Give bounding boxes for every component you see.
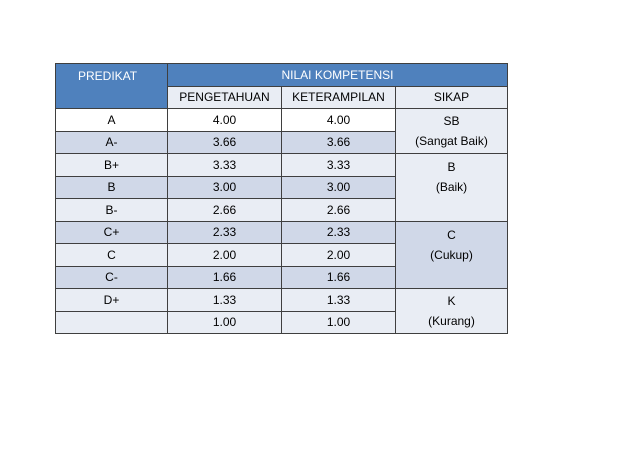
- predikat-cell: D+: [55, 288, 168, 312]
- table-row: C+ 2.33 2.33 C (Cukup): [55, 220, 508, 289]
- sikap-label: (Kurang): [428, 314, 475, 328]
- predikat-cell: C+: [55, 220, 168, 244]
- predikat-cell: B+: [55, 153, 168, 177]
- sikap-label: (Sangat Baik): [415, 134, 488, 148]
- sikap-label: (Baik): [435, 180, 468, 194]
- header-nilai-kompetensi: NILAI KOMPETENSI: [167, 63, 508, 87]
- table-row: A- 3.66 3.66: [55, 130, 508, 154]
- pengetahuan-cell: 1.66: [167, 265, 282, 289]
- keterampilan-cell: 3.33: [281, 153, 396, 177]
- keterampilan-cell: 3.66: [281, 130, 396, 154]
- keterampilan-cell: 1.00: [281, 310, 396, 334]
- predikat-cell: A-: [55, 130, 168, 154]
- predikat-cell: B-: [55, 198, 168, 222]
- sikap-code: SB: [443, 114, 460, 128]
- predikat-cell: [55, 310, 168, 334]
- header-predikat: PREDIKAT: [55, 63, 168, 109]
- sikap-code: C: [447, 227, 456, 242]
- predikat-cell: C-: [55, 265, 168, 289]
- grade-table: PREDIKAT NILAI KOMPETENSI PENGETAHUAN KE…: [55, 63, 508, 334]
- table-row: B+ 3.33 3.33 B (Baik): [55, 153, 508, 222]
- pengetahuan-cell: 2.00: [167, 243, 282, 267]
- keterampilan-cell: 2.00: [281, 243, 396, 267]
- sikap-cell-c: C (Cukup): [395, 220, 508, 289]
- pengetahuan-cell: 3.33: [167, 153, 282, 177]
- pengetahuan-cell: 3.66: [167, 130, 282, 154]
- header-keterampilan: KETERAMPILAN: [281, 85, 396, 109]
- table-row: 1.00 1.00: [55, 310, 508, 334]
- table-row: B- 2.66 2.66: [55, 198, 508, 222]
- header-row-sub: PENGETAHUAN KETERAMPILAN SIKAP: [56, 85, 508, 109]
- header-pengetahuan: PENGETAHUAN: [167, 85, 282, 109]
- table-row: D+ 1.33 1.33 K (Kurang): [55, 288, 508, 334]
- table-row: A 4.00 4.00 SB (Sangat Baik): [55, 108, 508, 154]
- table-row: C 2.00 2.00: [55, 243, 508, 267]
- keterampilan-cell: 1.66: [281, 265, 396, 289]
- pengetahuan-cell: 2.66: [167, 198, 282, 222]
- header-sikap: SIKAP: [395, 85, 508, 109]
- pengetahuan-cell: 4.00: [167, 108, 282, 132]
- sikap-code: B: [447, 160, 456, 174]
- predikat-cell: B: [55, 175, 168, 199]
- pengetahuan-cell: 1.00: [167, 310, 282, 334]
- keterampilan-cell: 1.33: [281, 288, 396, 312]
- sikap-cell-b: B (Baik): [395, 153, 508, 222]
- keterampilan-cell: 4.00: [281, 108, 396, 132]
- table-row: B 3.00 3.00: [55, 175, 508, 199]
- sikap-cell-sb: SB (Sangat Baik): [395, 108, 508, 154]
- predikat-cell: A: [55, 108, 168, 132]
- sikap-code: K: [447, 294, 456, 308]
- predikat-cell: C: [55, 243, 168, 267]
- keterampilan-cell: 3.00: [281, 175, 396, 199]
- sikap-cell-k: K (Kurang): [395, 288, 508, 334]
- header-row-top: PREDIKAT NILAI KOMPETENSI: [55, 63, 508, 109]
- keterampilan-cell: 2.33: [281, 220, 396, 244]
- pengetahuan-cell: 1.33: [167, 288, 282, 312]
- pengetahuan-cell: 2.33: [167, 220, 282, 244]
- sikap-label: (Cukup): [430, 247, 473, 262]
- pengetahuan-cell: 3.00: [167, 175, 282, 199]
- keterampilan-cell: 2.66: [281, 198, 396, 222]
